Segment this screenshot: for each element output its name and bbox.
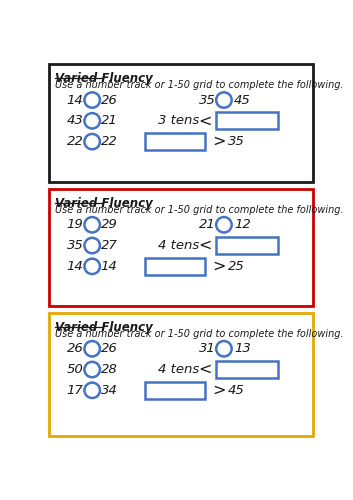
Text: 34: 34 bbox=[101, 384, 118, 397]
Text: Use a number track or 1-50 grid to complete the following.: Use a number track or 1-50 grid to compl… bbox=[55, 80, 343, 90]
Text: 26: 26 bbox=[101, 342, 118, 355]
Text: 28: 28 bbox=[101, 363, 118, 376]
Text: 27: 27 bbox=[101, 239, 118, 252]
Text: 13: 13 bbox=[234, 342, 251, 355]
Text: 26: 26 bbox=[67, 342, 84, 355]
Text: 25: 25 bbox=[228, 260, 245, 273]
Text: 21: 21 bbox=[198, 218, 215, 232]
Text: Use a number track or 1-50 grid to complete the following.: Use a number track or 1-50 grid to compl… bbox=[55, 329, 343, 339]
Text: 45: 45 bbox=[228, 384, 245, 397]
Text: 43: 43 bbox=[67, 114, 84, 128]
Text: 22: 22 bbox=[101, 135, 118, 148]
Text: 12: 12 bbox=[234, 218, 251, 232]
Bar bbox=[49, 188, 313, 306]
Text: 17: 17 bbox=[67, 384, 84, 397]
Text: >: > bbox=[212, 259, 225, 274]
Text: 22: 22 bbox=[67, 135, 84, 148]
Text: <: < bbox=[198, 362, 211, 377]
FancyBboxPatch shape bbox=[216, 361, 278, 378]
Text: 4 tens: 4 tens bbox=[158, 239, 199, 252]
Text: 35: 35 bbox=[67, 239, 84, 252]
Text: 4 tens: 4 tens bbox=[158, 363, 199, 376]
Text: 31: 31 bbox=[198, 342, 215, 355]
FancyBboxPatch shape bbox=[145, 258, 205, 275]
Text: 26: 26 bbox=[101, 94, 118, 106]
Bar bbox=[49, 64, 313, 182]
Text: 14: 14 bbox=[67, 94, 84, 106]
Bar bbox=[49, 312, 313, 436]
Text: >: > bbox=[212, 134, 225, 149]
Text: 14: 14 bbox=[101, 260, 118, 273]
Text: 45: 45 bbox=[234, 94, 251, 106]
Text: <: < bbox=[198, 238, 211, 253]
Text: 35: 35 bbox=[198, 94, 215, 106]
Text: 19: 19 bbox=[67, 218, 84, 232]
Text: >: > bbox=[212, 383, 225, 398]
Text: Varied Fluency: Varied Fluency bbox=[55, 197, 153, 210]
Text: 14: 14 bbox=[67, 260, 84, 273]
Text: 35: 35 bbox=[228, 135, 245, 148]
Text: Varied Fluency: Varied Fluency bbox=[55, 72, 153, 86]
Text: <: < bbox=[198, 114, 211, 128]
Text: Use a number track or 1-50 grid to complete the following.: Use a number track or 1-50 grid to compl… bbox=[55, 205, 343, 215]
FancyBboxPatch shape bbox=[216, 237, 278, 254]
FancyBboxPatch shape bbox=[216, 112, 278, 130]
FancyBboxPatch shape bbox=[145, 133, 205, 150]
Text: 21: 21 bbox=[101, 114, 118, 128]
Text: 29: 29 bbox=[101, 218, 118, 232]
Text: 50: 50 bbox=[67, 363, 84, 376]
Text: 3 tens: 3 tens bbox=[158, 114, 199, 128]
FancyBboxPatch shape bbox=[145, 382, 205, 399]
Text: Varied Fluency: Varied Fluency bbox=[55, 321, 153, 334]
